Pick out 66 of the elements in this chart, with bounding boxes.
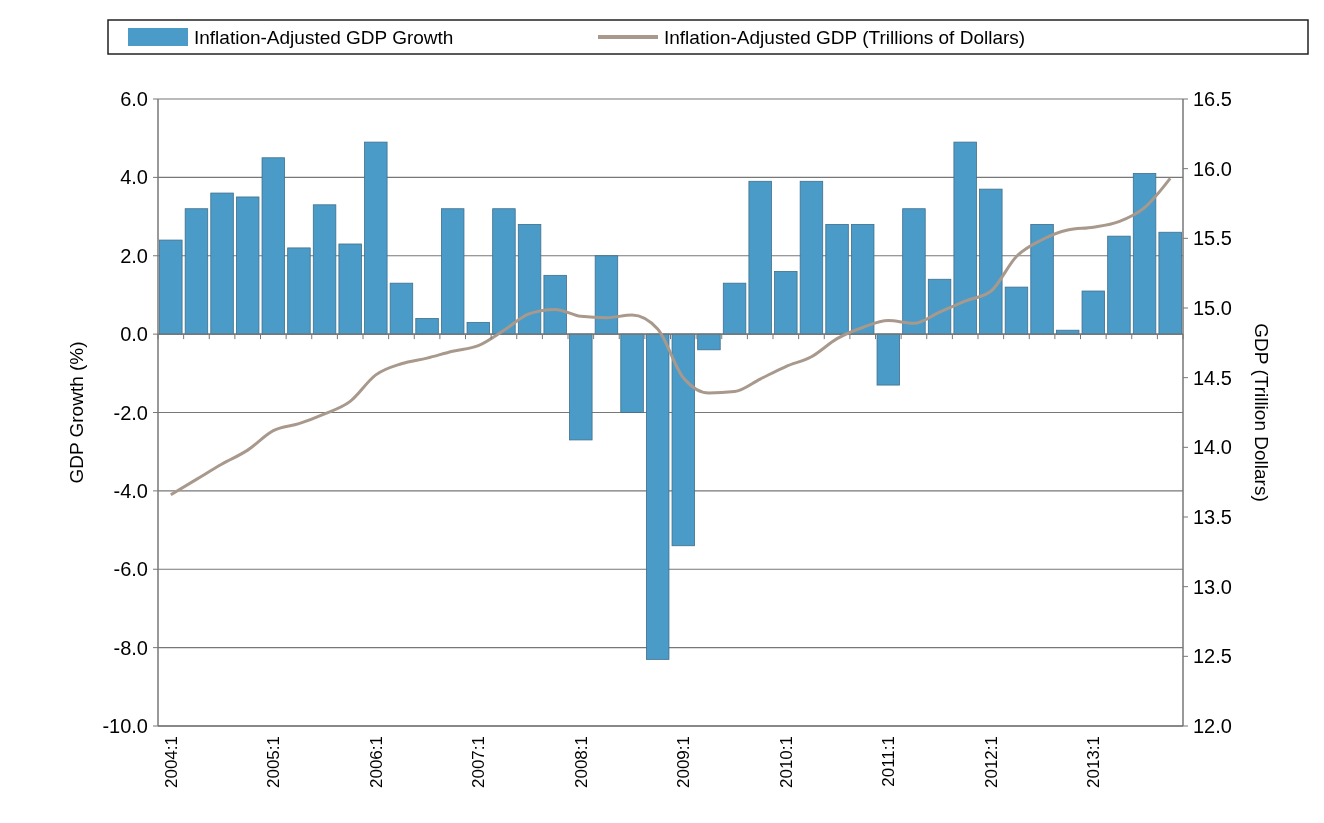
bar [210, 192, 234, 335]
y-tick-label: -8.0 [113, 636, 148, 659]
bar [979, 188, 1003, 335]
y-axis-title: GDP Growth (%) [66, 341, 87, 484]
bar [492, 208, 516, 335]
bar [722, 282, 747, 335]
y-tick-label: -6.0 [113, 558, 148, 581]
bar [415, 318, 439, 335]
bar [569, 333, 593, 441]
bar [594, 255, 619, 335]
y2-tick-label: 13.5 [1193, 506, 1232, 528]
bar [159, 239, 183, 335]
bar [774, 271, 798, 335]
bar [620, 333, 644, 413]
bar [287, 247, 311, 335]
y-tick-label: -4.0 [113, 479, 148, 502]
line-series [169, 176, 1172, 497]
y2-tick-label: 15.0 [1193, 297, 1232, 319]
bar [799, 180, 824, 335]
y2-axis-title: GDP (Trillion Dollars) [1251, 323, 1272, 502]
y-tick-label: 2.0 [120, 244, 148, 267]
bar [364, 141, 388, 335]
legend-label: Inflation-Adjusted GDP Growth [194, 26, 454, 48]
y2-tick-label: 14.0 [1193, 436, 1232, 459]
x-tick-label: 2011:1 [879, 736, 899, 787]
bar [851, 224, 875, 335]
y-tick-label: 4.0 [120, 166, 148, 189]
bar [1030, 224, 1054, 335]
bar [1107, 235, 1131, 335]
bar [927, 278, 952, 335]
x-tick-label: 2008:1 [571, 736, 591, 788]
bar [1132, 173, 1157, 335]
x-tick-label: 2010:1 [776, 736, 796, 788]
bar [697, 333, 721, 351]
bar [1004, 286, 1029, 335]
x-tick-label: 2004:1 [161, 736, 181, 788]
bar [338, 243, 362, 335]
x-tick-label: 2012:1 [981, 736, 1001, 788]
bar [312, 204, 337, 335]
y2-tick-label: 12.5 [1193, 645, 1232, 668]
bar [902, 208, 926, 335]
y2-tick-label: 16.5 [1193, 88, 1232, 110]
bar [389, 282, 414, 335]
bar [748, 180, 772, 335]
bar [876, 333, 900, 386]
x-tick-label: 2005:1 [264, 736, 284, 788]
bar [1158, 231, 1182, 335]
y-tick-label: -10.0 [102, 715, 148, 737]
y2-tick-label: 12.0 [1193, 715, 1232, 737]
bar [517, 224, 542, 335]
bar [953, 141, 977, 335]
y2-tick-label: 13.0 [1193, 575, 1232, 598]
y2-tick-label: 14.5 [1193, 366, 1232, 389]
bar [825, 224, 849, 335]
bar [543, 274, 567, 335]
x-tick-label: 2007:1 [469, 736, 489, 788]
x-tick-label: 2009:1 [674, 736, 694, 788]
y2-tick-label: 15.5 [1193, 227, 1232, 250]
x-tick-label: 2013:1 [1084, 736, 1104, 788]
legend-label: Inflation-Adjusted GDP (Trillions of Dollars) [664, 26, 1026, 48]
y-tick-label: 6.0 [120, 88, 148, 110]
bar [184, 208, 209, 335]
y2-tick-label: 16.0 [1193, 157, 1232, 180]
y-tick-label: -2.0 [113, 401, 148, 424]
y-tick-label: 0.0 [120, 323, 148, 346]
x-tick-label: 2006:1 [366, 736, 386, 788]
